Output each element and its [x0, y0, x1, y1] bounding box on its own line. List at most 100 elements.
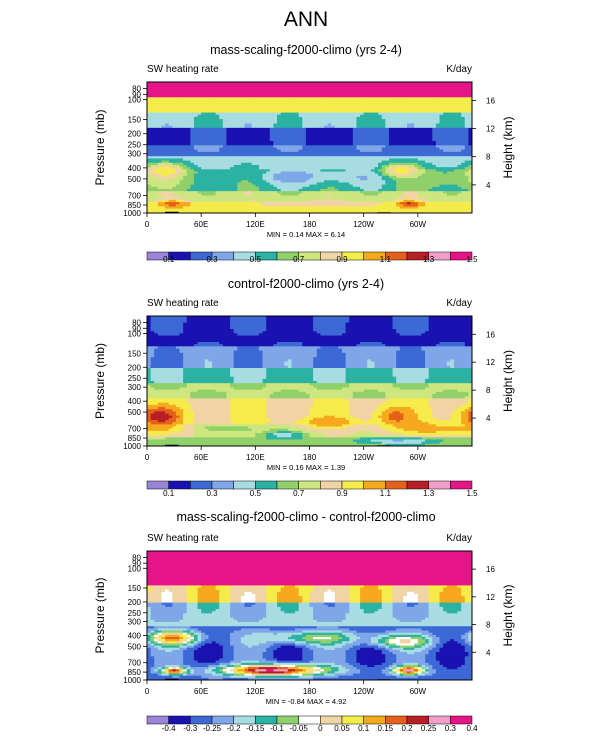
heatmap-cell: [453, 103, 458, 107]
heatmap-cell: [273, 197, 278, 201]
heatmap-cell: [161, 197, 166, 201]
heatmap-cell: [425, 103, 430, 107]
heatmap-cell: [244, 197, 249, 201]
heatmap-cell: [403, 132, 408, 135]
heatmap-cell: [331, 184, 336, 188]
heatmap-cell: [428, 151, 433, 155]
heatmap-cell: [298, 119, 303, 122]
heatmap-cell: [251, 180, 256, 183]
heatmap-cell: [313, 132, 318, 135]
heatmap-cell: [443, 147, 448, 151]
heatmap-cell: [457, 108, 462, 111]
heatmap-cell: [291, 134, 296, 137]
heatmap-cell: [385, 180, 390, 183]
heatmap-cell: [417, 123, 422, 127]
heatmap-cell: [414, 143, 419, 146]
heatmap-cell: [186, 125, 191, 129]
heatmap-cell: [403, 145, 408, 148]
heatmap-cell: [385, 88, 390, 92]
heatmap-cell: [331, 188, 336, 192]
heatmap-cell: [237, 156, 242, 159]
heatmap-cell: [356, 119, 361, 122]
heatmap-cell: [266, 178, 271, 181]
heatmap-cell: [414, 95, 419, 98]
heatmap-cell: [421, 143, 426, 146]
heatmap-cell: [277, 92, 282, 96]
heatmap-cell: [172, 127, 177, 131]
heatmap-cell: [453, 175, 458, 179]
heatmap-cell: [284, 138, 289, 142]
heatmap-cell: [407, 188, 412, 192]
heatmap-cell: [157, 193, 162, 196]
heatmap-cell: [240, 167, 245, 170]
heatmap-cell: [410, 106, 415, 109]
heatmap-cell: [399, 162, 404, 166]
heatmap-cell: [453, 193, 458, 196]
heatmap-cell: [331, 82, 336, 85]
heatmap-cell: [468, 186, 473, 190]
heatmap-cell: [313, 101, 318, 105]
heatmap-cell: [172, 95, 177, 98]
heatmap-cell: [233, 158, 238, 161]
heatmap-cell: [446, 199, 451, 203]
heatmap-cell: [302, 171, 307, 175]
heatmap-cell: [425, 90, 430, 94]
heatmap-cell: [414, 167, 419, 170]
heatmap-cell: [215, 138, 220, 142]
heatmap-cell: [453, 116, 458, 120]
heatmap-cell: [385, 103, 390, 107]
heatmap-cell: [208, 188, 213, 192]
heatmap-cell: [313, 108, 318, 111]
heatmap-cell: [277, 95, 282, 98]
heatmap-cell: [165, 195, 170, 199]
heatmap-cell: [338, 149, 343, 153]
heatmap-cell: [396, 82, 401, 85]
heatmap-cell: [338, 132, 343, 135]
heatmap-cell: [284, 95, 289, 98]
heatmap-cell: [464, 140, 469, 144]
heatmap-cell: [453, 88, 458, 92]
heatmap-cell: [461, 147, 466, 151]
heatmap-cell: [309, 99, 314, 103]
heatmap-cell: [349, 197, 354, 201]
heatmap-cell: [295, 114, 300, 118]
heatmap-cell: [443, 164, 448, 168]
heatmap-cell: [367, 151, 372, 155]
heatmap-cell: [244, 97, 249, 100]
heatmap-cell: [370, 108, 375, 111]
heatmap-cell: [407, 191, 412, 194]
heatmap-cell: [388, 154, 393, 157]
heatmap-cell: [222, 88, 227, 92]
heatmap-cell: [446, 147, 451, 151]
heatmap-cell: [457, 162, 462, 166]
heatmap-cell: [316, 195, 321, 199]
heatmap-cell: [197, 125, 202, 129]
heatmap-cell: [193, 136, 198, 140]
heatmap-cell: [258, 121, 263, 124]
heatmap-cell: [175, 136, 180, 140]
heatmap-cell: [461, 167, 466, 170]
heatmap-cell: [222, 169, 227, 172]
heatmap-cell: [313, 173, 318, 177]
heatmap-cell: [295, 167, 300, 170]
heatmap-cell: [172, 101, 177, 105]
heatmap-cell: [392, 95, 397, 98]
heatmap-cell: [273, 108, 278, 111]
heatmap-cell: [287, 97, 292, 100]
heatmap-cell: [345, 156, 350, 159]
heatmap-cell: [443, 180, 448, 183]
heatmap-cell: [363, 123, 368, 127]
heatmap-cell: [349, 86, 354, 89]
heatmap-cell: [313, 112, 318, 116]
heatmap-cell: [280, 171, 285, 175]
heatmap-cell: [432, 132, 437, 135]
heatmap-cell: [222, 97, 227, 100]
heatmap-cell: [305, 173, 310, 177]
heatmap-cell: [183, 178, 188, 181]
heatmap-cell: [352, 82, 357, 85]
heatmap-cell: [230, 84, 235, 87]
heatmap-cell: [461, 173, 466, 177]
heatmap-cell: [305, 158, 310, 161]
heatmap-cell: [248, 186, 253, 190]
heatmap-cell: [305, 167, 310, 170]
